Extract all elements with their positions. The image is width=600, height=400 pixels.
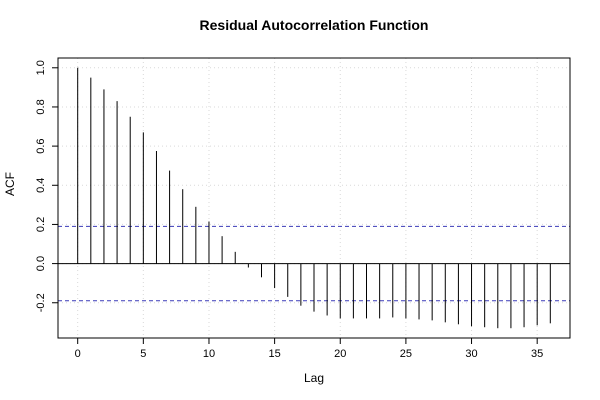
x-tick-label: 10 bbox=[203, 348, 215, 360]
y-tick-label: 0.0 bbox=[35, 256, 47, 271]
y-tick-label: 1.0 bbox=[35, 60, 47, 75]
x-tick-label: 30 bbox=[465, 348, 477, 360]
x-axis-label: Lag bbox=[304, 371, 324, 385]
x-axis: 0 5 10 15 20 25 30 35 bbox=[75, 338, 543, 360]
x-tick-label: 35 bbox=[531, 348, 543, 360]
y-tick-label: -0.2 bbox=[35, 293, 47, 312]
x-tick-label: 25 bbox=[400, 348, 412, 360]
x-tick-label: 15 bbox=[268, 348, 280, 360]
x-tick-label: 20 bbox=[334, 348, 346, 360]
y-tick-label: 0.8 bbox=[35, 99, 47, 114]
y-axis-label: ACF bbox=[3, 172, 17, 196]
plot-frame bbox=[57, 57, 571, 339]
acf-bars bbox=[77, 67, 551, 329]
x-tick-label: 5 bbox=[140, 348, 146, 360]
x-tick-label: 0 bbox=[75, 348, 81, 360]
chart-title: Residual Autocorrelation Function bbox=[200, 17, 429, 33]
y-axis: -0.2 0.0 0.2 0.4 0.6 0.8 1.0 bbox=[35, 60, 58, 312]
y-tick-label: 0.6 bbox=[35, 138, 47, 153]
y-tick-label: 0.4 bbox=[35, 178, 47, 193]
y-tick-label: 0.2 bbox=[35, 217, 47, 232]
